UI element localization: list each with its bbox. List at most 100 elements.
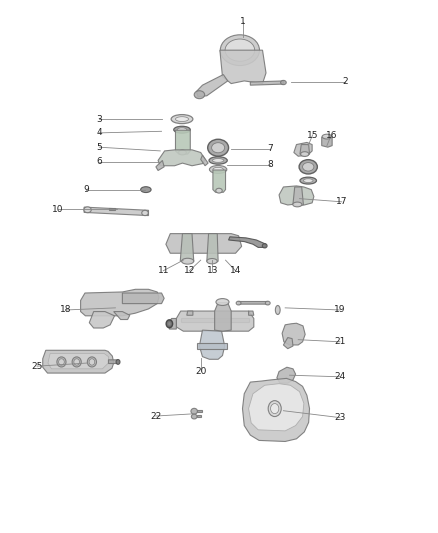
Polygon shape xyxy=(187,311,193,316)
Polygon shape xyxy=(249,311,254,316)
Text: 8: 8 xyxy=(268,160,273,169)
Text: 12: 12 xyxy=(184,266,195,275)
Text: 21: 21 xyxy=(334,337,346,346)
Text: 25: 25 xyxy=(32,362,43,370)
Ellipse shape xyxy=(142,211,148,216)
Ellipse shape xyxy=(208,139,229,156)
Polygon shape xyxy=(220,50,266,84)
Text: 2: 2 xyxy=(343,77,348,86)
Polygon shape xyxy=(48,353,109,369)
Ellipse shape xyxy=(207,259,217,264)
Ellipse shape xyxy=(141,187,151,192)
Text: 22: 22 xyxy=(150,411,162,421)
Ellipse shape xyxy=(182,259,194,264)
Text: 17: 17 xyxy=(336,197,347,206)
Ellipse shape xyxy=(209,165,227,173)
Ellipse shape xyxy=(179,150,186,155)
Ellipse shape xyxy=(268,401,281,417)
Polygon shape xyxy=(279,186,314,205)
Ellipse shape xyxy=(303,163,314,171)
Ellipse shape xyxy=(174,126,190,133)
Text: 11: 11 xyxy=(158,266,169,275)
Ellipse shape xyxy=(87,357,96,367)
Polygon shape xyxy=(293,187,304,206)
Text: 3: 3 xyxy=(96,115,102,124)
Ellipse shape xyxy=(191,414,197,419)
Ellipse shape xyxy=(194,91,205,99)
Text: 7: 7 xyxy=(268,144,273,154)
Ellipse shape xyxy=(191,408,198,414)
Polygon shape xyxy=(156,160,164,171)
Ellipse shape xyxy=(300,152,309,157)
Text: 9: 9 xyxy=(83,185,89,194)
Polygon shape xyxy=(81,289,159,316)
Ellipse shape xyxy=(262,244,267,248)
Polygon shape xyxy=(229,237,266,247)
Polygon shape xyxy=(282,323,305,345)
Text: 23: 23 xyxy=(334,413,346,422)
Ellipse shape xyxy=(59,359,64,365)
Ellipse shape xyxy=(265,301,270,305)
Ellipse shape xyxy=(72,357,81,367)
Polygon shape xyxy=(89,312,115,328)
Ellipse shape xyxy=(299,160,318,174)
Polygon shape xyxy=(84,207,148,216)
Polygon shape xyxy=(199,330,225,359)
Ellipse shape xyxy=(57,357,66,367)
Text: 1: 1 xyxy=(240,17,246,26)
Ellipse shape xyxy=(304,179,313,182)
Polygon shape xyxy=(294,142,312,156)
Polygon shape xyxy=(181,318,249,321)
Ellipse shape xyxy=(220,35,259,66)
Text: 5: 5 xyxy=(96,143,102,152)
Polygon shape xyxy=(43,350,114,373)
Text: 16: 16 xyxy=(325,131,337,140)
Text: 19: 19 xyxy=(334,305,346,314)
Polygon shape xyxy=(110,208,116,211)
Ellipse shape xyxy=(213,167,223,172)
Ellipse shape xyxy=(300,177,317,184)
Polygon shape xyxy=(239,302,268,304)
Polygon shape xyxy=(166,233,242,253)
Polygon shape xyxy=(169,318,177,329)
Ellipse shape xyxy=(168,321,171,326)
Polygon shape xyxy=(109,360,119,364)
Ellipse shape xyxy=(225,39,254,61)
Ellipse shape xyxy=(281,80,286,85)
Ellipse shape xyxy=(74,359,80,365)
Ellipse shape xyxy=(176,117,188,122)
Polygon shape xyxy=(215,303,231,331)
Ellipse shape xyxy=(177,128,187,132)
Text: 14: 14 xyxy=(230,266,241,275)
Polygon shape xyxy=(196,75,228,97)
Polygon shape xyxy=(197,415,201,417)
Polygon shape xyxy=(283,337,293,349)
Ellipse shape xyxy=(116,360,120,365)
Ellipse shape xyxy=(276,305,280,314)
Text: 10: 10 xyxy=(52,205,64,214)
Ellipse shape xyxy=(166,320,173,328)
Polygon shape xyxy=(251,81,283,85)
Ellipse shape xyxy=(209,157,227,164)
Polygon shape xyxy=(277,367,296,383)
Text: 4: 4 xyxy=(96,128,102,138)
Text: 20: 20 xyxy=(195,367,206,376)
Text: 15: 15 xyxy=(307,131,318,140)
Polygon shape xyxy=(249,384,304,431)
Ellipse shape xyxy=(216,188,222,193)
Ellipse shape xyxy=(171,115,193,124)
Polygon shape xyxy=(197,410,202,412)
Polygon shape xyxy=(213,170,226,192)
Text: 13: 13 xyxy=(207,266,218,275)
Polygon shape xyxy=(197,343,227,349)
Polygon shape xyxy=(207,233,218,262)
Polygon shape xyxy=(122,293,164,304)
Text: 18: 18 xyxy=(60,305,71,314)
Ellipse shape xyxy=(212,143,225,153)
Polygon shape xyxy=(114,312,130,319)
Polygon shape xyxy=(177,311,254,331)
Text: 24: 24 xyxy=(334,372,346,381)
Ellipse shape xyxy=(236,301,241,305)
Polygon shape xyxy=(201,155,208,166)
Ellipse shape xyxy=(271,403,279,414)
